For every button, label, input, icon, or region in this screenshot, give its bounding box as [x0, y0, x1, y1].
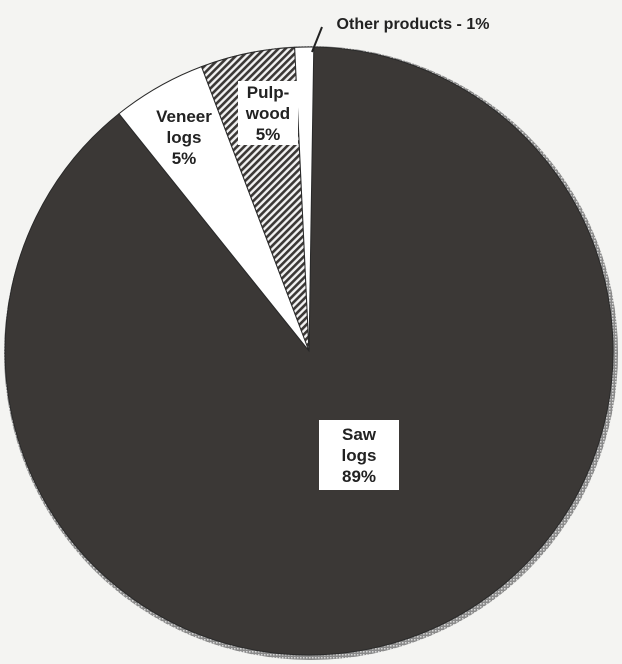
label-other-products-line: Other products - 1%	[337, 16, 490, 33]
label-veneer-logs-line: Veneer	[156, 107, 212, 126]
leader-line-other-products	[311, 26, 323, 53]
label-saw-logs-line: Saw	[342, 425, 377, 444]
label-pulpwood-box	[238, 81, 298, 145]
label-veneer-logs: Veneer logs 5%	[156, 107, 212, 168]
label-pulpwood-line: 5%	[256, 125, 281, 144]
label-veneer-logs-line: 5%	[172, 149, 197, 168]
label-pulpwood-line: Pulp-	[247, 83, 290, 102]
label-pulpwood: Pulp-wood 5%	[238, 81, 298, 145]
label-other-products: Other products - 1%	[337, 16, 490, 33]
label-pulpwood-line: wood	[245, 104, 290, 123]
label-saw-logs-line: 89%	[342, 467, 376, 486]
label-veneer-logs-line: logs	[167, 128, 202, 147]
label-saw-logs: Saw logs 89%	[319, 420, 399, 490]
label-saw-logs-box	[319, 420, 399, 490]
label-saw-logs-line: logs	[342, 446, 377, 465]
